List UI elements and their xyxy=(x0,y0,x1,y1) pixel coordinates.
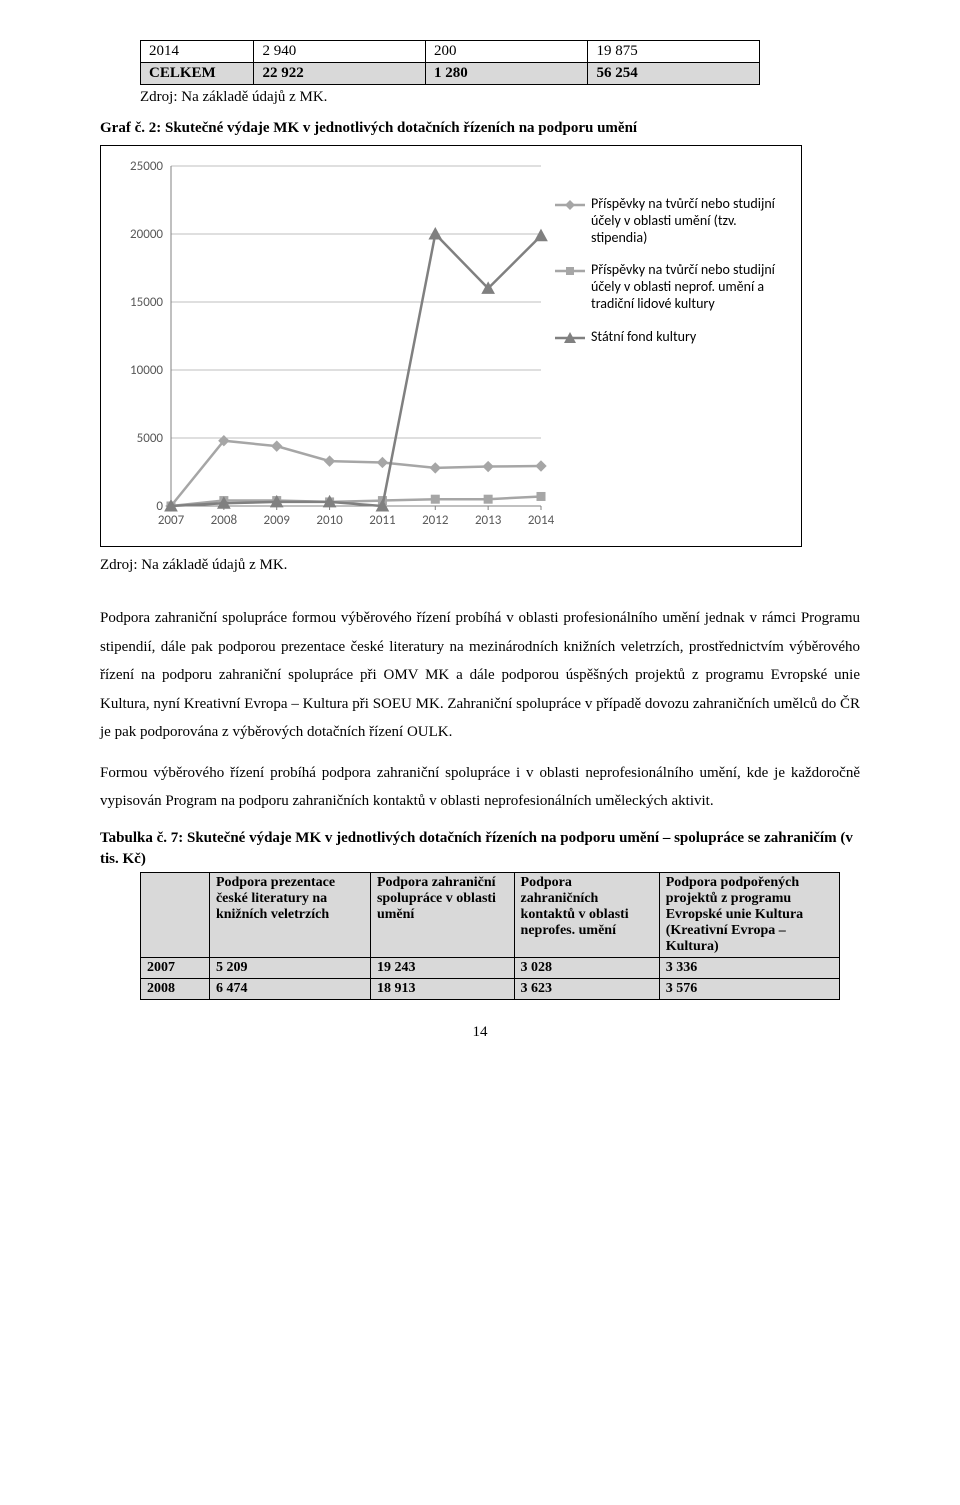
th xyxy=(141,872,210,957)
cell: 19 243 xyxy=(370,957,514,978)
cell: 3 028 xyxy=(514,957,659,978)
source-note-chart: Zdroj: Na základě údajů z MK. xyxy=(100,557,860,574)
cell: 22 922 xyxy=(254,63,425,85)
page-number: 14 xyxy=(100,1024,860,1041)
cell: 2007 xyxy=(141,957,210,978)
paragraph-2: Formou výběrového řízení probíhá podpora… xyxy=(100,759,860,816)
cell: 18 913 xyxy=(370,978,514,999)
svg-text:2014: 2014 xyxy=(528,513,555,528)
svg-text:20000: 20000 xyxy=(130,227,163,242)
table-7: Podpora prezentace české literatury na k… xyxy=(140,872,840,1000)
svg-text:2012: 2012 xyxy=(422,513,449,528)
svg-text:2008: 2008 xyxy=(211,513,238,528)
cell: 5 209 xyxy=(209,957,370,978)
cell: 56 254 xyxy=(588,63,760,85)
chart-container: 0 5000 10000 15000 20000 25000 2007 2008 2009 201… xyxy=(100,145,802,547)
cell: 19 875 xyxy=(588,41,760,63)
cell: 6 474 xyxy=(209,978,370,999)
legend-item: Státní fond kultury xyxy=(555,329,785,346)
legend-label: Příspěvky na tvůrčí nebo studijní účely … xyxy=(591,196,785,246)
th: Podpora zahraničních kontaktů v oblasti … xyxy=(514,872,659,957)
legend-item: Příspěvky na tvůrčí nebo studijní účely … xyxy=(555,196,785,246)
svg-text:0: 0 xyxy=(156,499,163,514)
chart-legend: Příspěvky na tvůrčí nebo studijní účely … xyxy=(555,196,785,362)
paragraph-1: Podpora zahraniční spolupráce formou výb… xyxy=(100,604,860,747)
cell: 2008 xyxy=(141,978,210,999)
cell: 3 623 xyxy=(514,978,659,999)
chart-title: Graf č. 2: Skutečné výdaje MK v jednotli… xyxy=(100,120,860,137)
cell: 2014 xyxy=(141,41,254,63)
cell: 2 940 xyxy=(254,41,425,63)
top-summary-table: 2014 2 940 200 19 875 CELKEM 22 922 1 28… xyxy=(140,40,760,85)
svg-text:2011: 2011 xyxy=(369,513,395,528)
svg-text:2010: 2010 xyxy=(316,513,343,528)
cell: 200 xyxy=(425,41,588,63)
legend-label: Státní fond kultury xyxy=(591,329,696,346)
svg-text:2013: 2013 xyxy=(475,513,502,528)
th: Podpora prezentace české literatury na k… xyxy=(209,872,370,957)
cell: CELKEM xyxy=(141,63,254,85)
svg-text:25000: 25000 xyxy=(130,159,163,174)
th: Podpora podpořených projektů z programu … xyxy=(659,872,839,957)
source-note-top: Zdroj: Na základě údajů z MK. xyxy=(140,89,860,106)
cell: 3 576 xyxy=(659,978,839,999)
th: Podpora zahraniční spolupráce v oblasti … xyxy=(370,872,514,957)
table7-title: Tabulka č. 7: Skutečné výdaje MK v jedno… xyxy=(100,828,860,870)
legend-item: Příspěvky na tvůrčí nebo studijní účely … xyxy=(555,262,785,312)
svg-text:2007: 2007 xyxy=(158,513,185,528)
svg-text:15000: 15000 xyxy=(130,295,163,310)
cell: 3 336 xyxy=(659,957,839,978)
svg-text:2009: 2009 xyxy=(264,513,291,528)
cell: 1 280 xyxy=(425,63,588,85)
svg-text:10000: 10000 xyxy=(130,363,163,378)
svg-text:5000: 5000 xyxy=(137,431,164,446)
legend-label: Příspěvky na tvůrčí nebo studijní účely … xyxy=(591,262,785,312)
